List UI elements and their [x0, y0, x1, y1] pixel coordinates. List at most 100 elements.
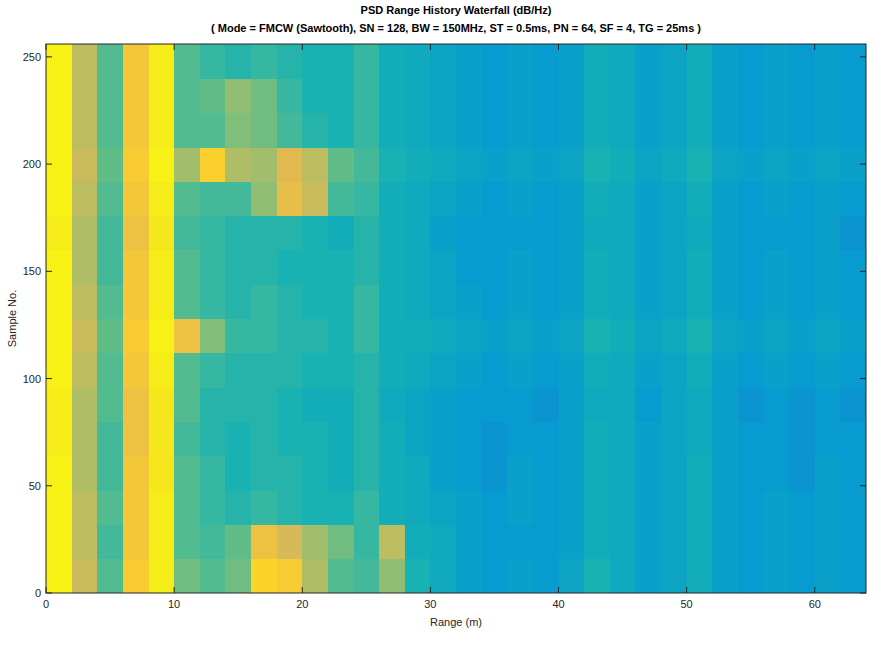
- cell: [354, 113, 380, 148]
- cell: [687, 490, 713, 525]
- cell: [430, 284, 456, 319]
- cell: [123, 284, 149, 319]
- cell: [149, 421, 175, 456]
- cell: [149, 78, 175, 113]
- cell: [815, 44, 841, 79]
- cell: [610, 78, 636, 113]
- cell: [687, 559, 713, 593]
- cell: [764, 113, 790, 148]
- cell: [687, 113, 713, 148]
- cell: [354, 216, 380, 251]
- cell: [430, 216, 456, 251]
- cell: [507, 284, 533, 319]
- cell: [200, 78, 226, 113]
- cell: [738, 524, 764, 559]
- cell: [456, 216, 482, 251]
- cell: [584, 490, 610, 525]
- cell: [712, 559, 738, 593]
- cell: [840, 284, 866, 319]
- cell: [149, 147, 175, 182]
- cell: [302, 353, 328, 388]
- cell: [302, 113, 328, 148]
- cell: [840, 216, 866, 251]
- cell: [46, 78, 72, 113]
- cell: [840, 319, 866, 354]
- cell: [584, 387, 610, 422]
- cell: [97, 250, 123, 285]
- cell: [97, 559, 123, 593]
- cell: [97, 44, 123, 79]
- cell: [712, 44, 738, 79]
- cell: [123, 44, 149, 79]
- cell: [687, 78, 713, 113]
- cell: [379, 113, 405, 148]
- x-tick-label: 50: [681, 598, 693, 610]
- cell: [225, 456, 251, 491]
- cell: [456, 181, 482, 216]
- cell: [200, 421, 226, 456]
- cell: [559, 147, 585, 182]
- cell: [559, 421, 585, 456]
- cell: [815, 559, 841, 593]
- cell: [97, 284, 123, 319]
- cell: [225, 524, 251, 559]
- cell: [635, 181, 661, 216]
- cell: [559, 44, 585, 79]
- cell: [482, 490, 508, 525]
- cell: [46, 113, 72, 148]
- cell: [482, 319, 508, 354]
- cell: [46, 559, 72, 593]
- cell: [456, 113, 482, 148]
- cell: [328, 353, 354, 388]
- y-tick: [46, 164, 52, 165]
- cell: [123, 113, 149, 148]
- cell: [251, 147, 277, 182]
- cell: [405, 113, 431, 148]
- y-tick-label: 0: [35, 587, 41, 599]
- cell: [507, 456, 533, 491]
- cell: [328, 421, 354, 456]
- cell: [200, 113, 226, 148]
- cell: [712, 284, 738, 319]
- cell: [149, 44, 175, 79]
- cell: [123, 216, 149, 251]
- cell: [200, 319, 226, 354]
- cell: [97, 353, 123, 388]
- cell: [97, 78, 123, 113]
- cell: [277, 524, 303, 559]
- cell: [789, 44, 815, 79]
- cell: [661, 456, 687, 491]
- cell: [174, 387, 200, 422]
- cell: [635, 113, 661, 148]
- cell: [328, 147, 354, 182]
- x-tick: [302, 587, 303, 593]
- cell: [661, 250, 687, 285]
- cell: [482, 250, 508, 285]
- cell: [277, 216, 303, 251]
- cell: [277, 456, 303, 491]
- cell: [302, 216, 328, 251]
- cell: [764, 284, 790, 319]
- cell: [789, 147, 815, 182]
- cell: [328, 524, 354, 559]
- cell: [764, 456, 790, 491]
- cell: [789, 181, 815, 216]
- cell: [123, 490, 149, 525]
- cell: [174, 147, 200, 182]
- cell: [174, 559, 200, 593]
- cell: [815, 113, 841, 148]
- cell: [507, 353, 533, 388]
- cell: [507, 559, 533, 593]
- y-tick-label: 250: [23, 51, 41, 63]
- cell: [610, 319, 636, 354]
- cell: [712, 147, 738, 182]
- cell: [789, 216, 815, 251]
- cell: [430, 147, 456, 182]
- cell: [379, 319, 405, 354]
- cell: [405, 319, 431, 354]
- cell: [405, 44, 431, 79]
- cell: [354, 147, 380, 182]
- cell: [559, 216, 585, 251]
- cell: [149, 456, 175, 491]
- cell: [738, 113, 764, 148]
